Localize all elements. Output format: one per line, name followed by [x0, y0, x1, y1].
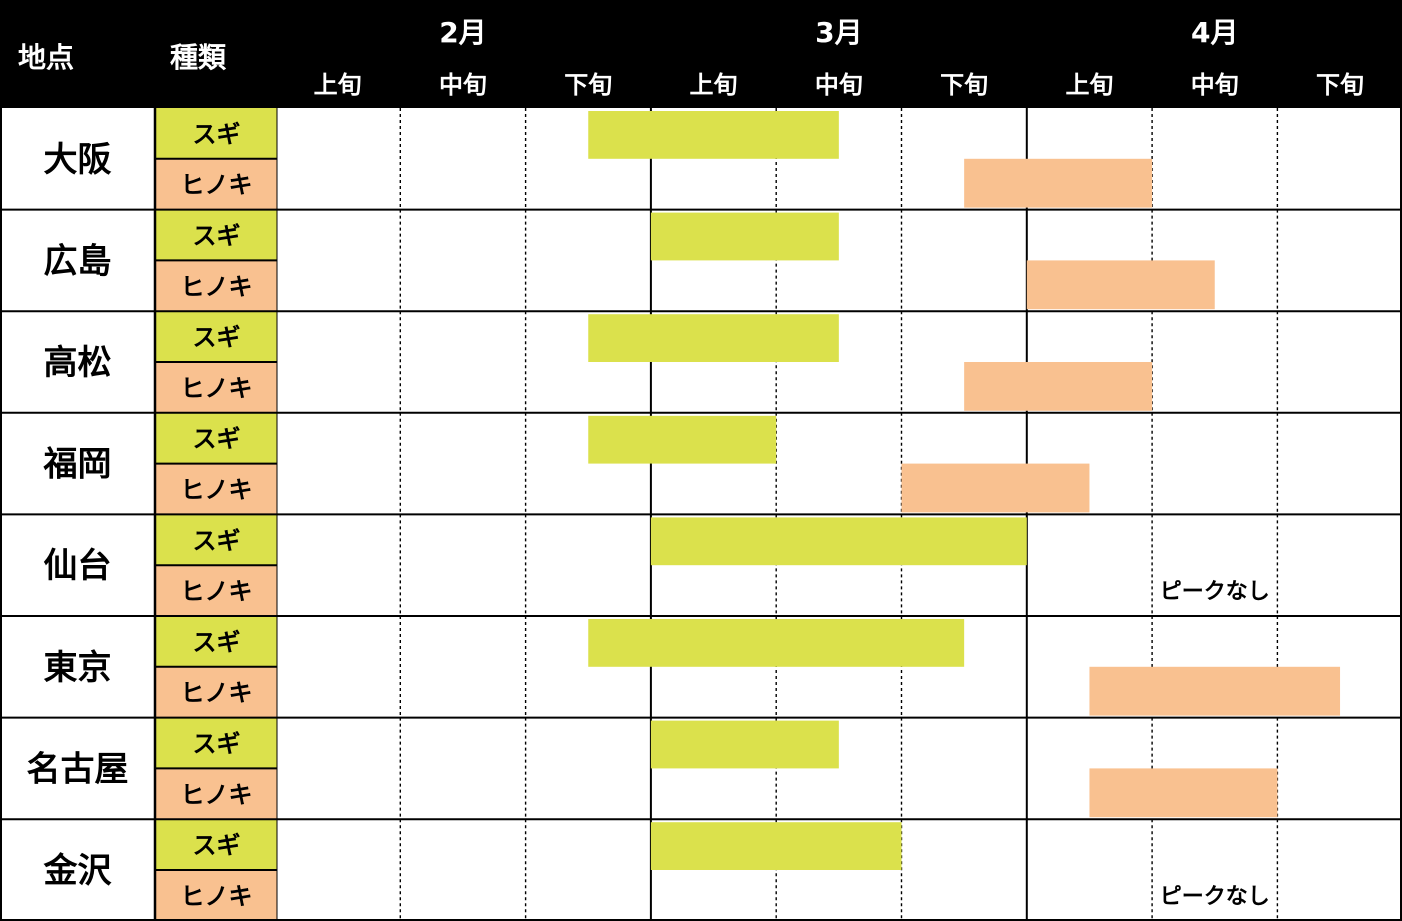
species-label-sugi: スギ	[193, 628, 241, 656]
location-name: 仙台	[44, 546, 112, 586]
month-label: 2月	[439, 16, 486, 49]
species-cell-sugi	[156, 717, 277, 769]
species-cell-sugi	[156, 616, 277, 667]
bar-hinoki	[1026, 260, 1215, 310]
species-cell-hinoki	[156, 768, 277, 820]
no-peak-note: ピークなし	[1160, 884, 1270, 909]
bar-hinoki	[964, 362, 1153, 411]
bar-sugi	[650, 720, 839, 769]
bar-hinoki	[1089, 768, 1278, 818]
location-name: 金沢	[43, 851, 113, 891]
period-label: 中旬	[1191, 71, 1239, 99]
bar-sugi	[588, 314, 839, 362]
species-label-sugi: スギ	[193, 832, 241, 860]
species-label-hinoki: ヒノキ	[181, 171, 253, 199]
location-name: 東京	[44, 648, 112, 688]
bar-hinoki	[901, 463, 1090, 513]
period-label: 中旬	[439, 71, 487, 99]
species-label-hinoki: ヒノキ	[181, 882, 253, 910]
species-label-hinoki: ヒノキ	[181, 273, 253, 301]
location-name: 福岡	[43, 445, 112, 485]
species-cell-sugi	[156, 819, 277, 870]
species-label-hinoki: ヒノキ	[181, 578, 253, 606]
period-label: 下旬	[1316, 71, 1364, 99]
bar-sugi	[650, 517, 1027, 566]
period-label: 上旬	[314, 71, 362, 99]
header-location-label: 地点	[18, 41, 74, 74]
species-label-hinoki: ヒノキ	[181, 374, 253, 402]
header-background	[0, 0, 1402, 108]
species-label-sugi: スギ	[193, 527, 241, 555]
period-label: 上旬	[690, 71, 738, 99]
period-label: 上旬	[1065, 71, 1113, 99]
species-label-hinoki: ヒノキ	[181, 781, 253, 809]
species-cell-sugi	[156, 311, 277, 362]
period-label: 中旬	[815, 71, 863, 99]
species-label-sugi: スギ	[193, 222, 241, 250]
species-cell-hinoki	[156, 565, 277, 616]
species-cell-hinoki	[156, 870, 277, 921]
header-species-label: 種類	[170, 41, 227, 74]
location-name: 広島	[44, 241, 112, 281]
species-cell-hinoki	[156, 463, 277, 515]
bar-sugi	[650, 212, 839, 261]
month-label: 4月	[1191, 16, 1238, 49]
species-cell-hinoki	[156, 362, 277, 413]
location-name: 大阪	[44, 140, 112, 180]
location-name: 名古屋	[27, 749, 129, 789]
species-label-sugi: スギ	[193, 730, 241, 758]
species-cell-hinoki	[156, 666, 277, 718]
species-label-hinoki: ヒノキ	[181, 476, 253, 504]
species-cell-sugi	[156, 514, 277, 566]
species-cell-sugi	[156, 209, 277, 261]
species-cell-hinoki	[156, 260, 277, 312]
no-peak-note: ピークなし	[1160, 580, 1270, 605]
period-label: 下旬	[940, 71, 988, 99]
species-cell-sugi	[156, 412, 277, 464]
month-label: 3月	[815, 16, 862, 49]
bar-sugi	[588, 111, 839, 159]
species-cell-hinoki	[156, 158, 277, 210]
bar-sugi	[588, 619, 965, 667]
period-label: 下旬	[564, 71, 612, 99]
bar-sugi	[650, 822, 902, 870]
species-label-sugi: スギ	[193, 324, 241, 352]
bar-hinoki	[964, 158, 1153, 208]
bar-hinoki	[1089, 666, 1341, 716]
bar-sugi	[588, 415, 777, 464]
location-name: 高松	[44, 343, 112, 383]
species-label-hinoki: ヒノキ	[181, 679, 253, 707]
species-cell-sugi	[156, 108, 277, 159]
species-label-sugi: スギ	[193, 425, 241, 453]
species-label-sugi: スギ	[193, 120, 241, 148]
